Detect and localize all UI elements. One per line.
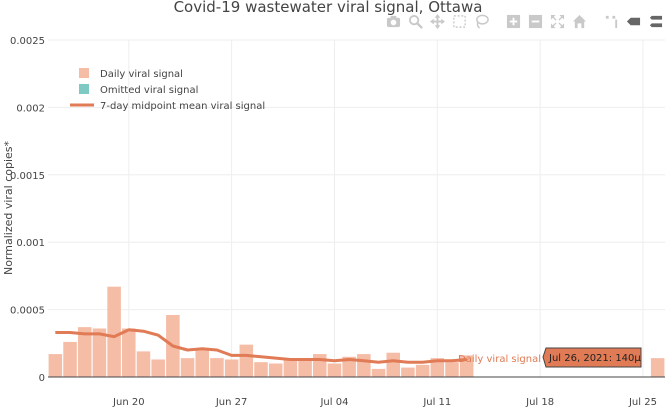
legend-label-mean: 7-day midpoint mean viral signal	[100, 101, 265, 112]
modebar	[384, 10, 665, 32]
box-select-icon[interactable]	[450, 12, 468, 30]
bar-daily-signal[interactable]	[268, 363, 283, 377]
bar-daily-signal[interactable]	[371, 368, 386, 377]
bar-daily-signal[interactable]	[357, 354, 371, 377]
bar-daily-signal[interactable]	[283, 358, 298, 377]
y-axis-label: Normalized viral copies*	[2, 140, 15, 275]
chart-title: Covid-19 wastewater viral signal, Ottawa	[174, 0, 483, 16]
x-tick-label: Jun 27	[215, 397, 248, 408]
y-tick-label: 0	[39, 373, 45, 384]
lasso-select-icon[interactable]	[472, 12, 490, 30]
bar-daily-signal[interactable]	[313, 354, 327, 377]
bar-daily-signal[interactable]	[342, 356, 356, 377]
y-tick-label: 0.0015	[10, 171, 45, 182]
camera-icon[interactable]	[384, 12, 402, 30]
y-tick-label: 0.001	[16, 238, 45, 249]
bar-daily-signal[interactable]	[77, 327, 92, 377]
grid-lines	[48, 39, 665, 377]
spike-lines-icon[interactable]	[602, 12, 620, 30]
y-tick-label: 0.002	[16, 103, 45, 114]
y-tick-label: 0.0025	[10, 36, 45, 47]
y-tick-label: 0.0005	[10, 306, 45, 317]
bar-daily-signal[interactable]	[239, 344, 254, 377]
bar-daily-signal[interactable]	[107, 286, 121, 377]
x-tick-label: Jun 20	[112, 397, 145, 408]
bar-daily-signal[interactable]	[48, 354, 63, 377]
x-axis-ticks: Jun 20 Jun 27 Jul 04 Jul 11 Jul 18 Jul 25	[112, 397, 657, 408]
bar-daily-signal[interactable]	[430, 358, 445, 377]
pan-icon[interactable]	[428, 12, 446, 30]
bar-daily-signal[interactable]	[254, 362, 268, 377]
hover-tooltip: Daily viral signal Jul 26, 2021: 140µ	[458, 347, 642, 368]
bar-daily-signal[interactable]	[122, 328, 136, 377]
bar-daily-signal[interactable]	[195, 348, 210, 377]
bar-daily-signal[interactable]	[210, 358, 224, 377]
bar-daily-signal[interactable]	[151, 359, 165, 377]
series-line-7-day-mean[interactable]	[55, 328, 467, 364]
legend[interactable]: Daily viral signal Omitted viral signal …	[70, 68, 265, 112]
bar-daily-signal[interactable]	[650, 358, 665, 377]
x-tick-label: Jul 11	[422, 397, 451, 408]
x-tick-label: Jul 25	[628, 397, 657, 408]
legend-swatch-omitted	[79, 84, 89, 94]
bar-daily-signal[interactable]	[180, 358, 195, 377]
hover-value-label: Jul 26, 2021: 140µ	[548, 353, 641, 364]
reset-axes-icon[interactable]	[570, 12, 588, 30]
bar-daily-signal[interactable]	[92, 328, 107, 377]
legend-label-omitted: Omitted viral signal	[100, 85, 198, 96]
bar-daily-signal[interactable]	[327, 363, 342, 377]
bar-daily-signal[interactable]	[224, 359, 239, 377]
y-axis-ticks: 0 0.0005 0.001 0.0015 0.002 0.0025	[10, 36, 45, 384]
zoom-in-icon[interactable]	[504, 12, 522, 30]
zoom-out-icon[interactable]	[526, 12, 544, 30]
bar-daily-signal[interactable]	[445, 362, 459, 377]
zoom-icon[interactable]	[406, 12, 424, 30]
hover-closest-icon[interactable]	[624, 12, 642, 30]
bar-daily-signal[interactable]	[401, 367, 415, 377]
bar-daily-signal[interactable]	[298, 358, 312, 377]
bar-daily-signal[interactable]	[386, 352, 400, 377]
hover-compare-icon[interactable]	[646, 12, 664, 30]
legend-label-daily: Daily viral signal	[100, 69, 183, 80]
autoscale-icon[interactable]	[548, 12, 566, 30]
hover-box	[542, 347, 642, 368]
legend-swatch-daily	[79, 68, 89, 78]
hover-series-label: Daily viral signal	[458, 354, 541, 365]
x-tick-label: Jul 18	[525, 397, 554, 408]
bar-daily-signal[interactable]	[415, 364, 430, 377]
bar-daily-signal[interactable]	[136, 351, 151, 377]
x-tick-label: Jul 04	[319, 397, 348, 408]
bar-daily-signal[interactable]	[63, 341, 77, 377]
